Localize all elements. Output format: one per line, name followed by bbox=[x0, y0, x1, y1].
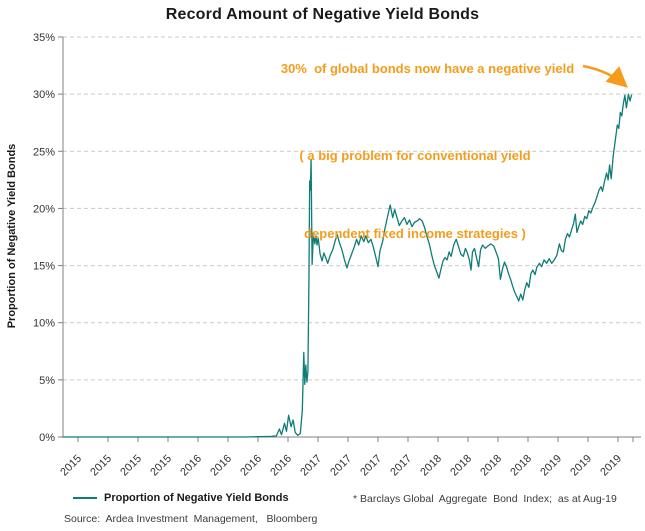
y-tick-label: 15% bbox=[33, 261, 55, 273]
y-tick-label: 35% bbox=[33, 32, 55, 44]
x-tick-label: 2017 bbox=[388, 453, 414, 479]
x-tick-label: 2019 bbox=[598, 453, 624, 479]
x-tick-label: 2019 bbox=[538, 453, 564, 479]
annotation-headline: 30% of global bonds now have a negative … bbox=[280, 61, 575, 76]
legend-line-swatch-icon bbox=[73, 497, 97, 499]
x-tick-label: 2017 bbox=[328, 453, 354, 479]
x-tick-label: 2018 bbox=[508, 453, 534, 479]
x-tick-label: 2015 bbox=[118, 453, 144, 479]
y-tick-label: 10% bbox=[33, 318, 55, 330]
x-tick-label: 2016 bbox=[208, 453, 234, 479]
x-tick-label: 2016 bbox=[178, 453, 204, 479]
x-tick-label: 2018 bbox=[478, 453, 504, 479]
y-tick-label: 20% bbox=[33, 203, 55, 215]
x-tick-label: 2016 bbox=[238, 453, 264, 479]
legend: Proportion of Negative Yield Bonds bbox=[73, 492, 289, 504]
y-tick-label: 5% bbox=[39, 375, 55, 387]
y-tick-label: 30% bbox=[33, 89, 55, 101]
y-tick-label: 25% bbox=[33, 146, 55, 158]
x-tick-label: 2015 bbox=[88, 453, 114, 479]
x-tick-label: 2015 bbox=[148, 453, 174, 479]
x-tick-label: 2019 bbox=[568, 453, 594, 479]
annotation-subtext-line2: dependent fixed income strategies ) bbox=[304, 226, 526, 241]
x-tick-label: 2017 bbox=[298, 453, 324, 479]
source-note: Source: Ardea Investment Management, Blo… bbox=[64, 513, 318, 525]
annotation-subtext: ( a big problem for conventional yield d… bbox=[280, 91, 550, 299]
x-tick-label: 2018 bbox=[418, 453, 444, 479]
y-tick-label: 0% bbox=[39, 432, 55, 444]
index-footnote: * Barclays Global Aggregate Bond Index; … bbox=[353, 493, 617, 505]
x-tick-label: 2017 bbox=[358, 453, 384, 479]
x-tick-label: 2015 bbox=[58, 453, 84, 479]
series-line bbox=[62, 93, 633, 438]
legend-label: Proportion of Negative Yield Bonds bbox=[104, 492, 289, 504]
x-tick-label: 2016 bbox=[268, 453, 294, 479]
annotation-subtext-line1: ( a big problem for conventional yield bbox=[299, 148, 531, 163]
x-tick-label: 2018 bbox=[448, 453, 474, 479]
annotation-arrow-icon bbox=[582, 64, 628, 88]
chart-title: Record Amount of Negative Yield Bonds bbox=[165, 6, 480, 23]
